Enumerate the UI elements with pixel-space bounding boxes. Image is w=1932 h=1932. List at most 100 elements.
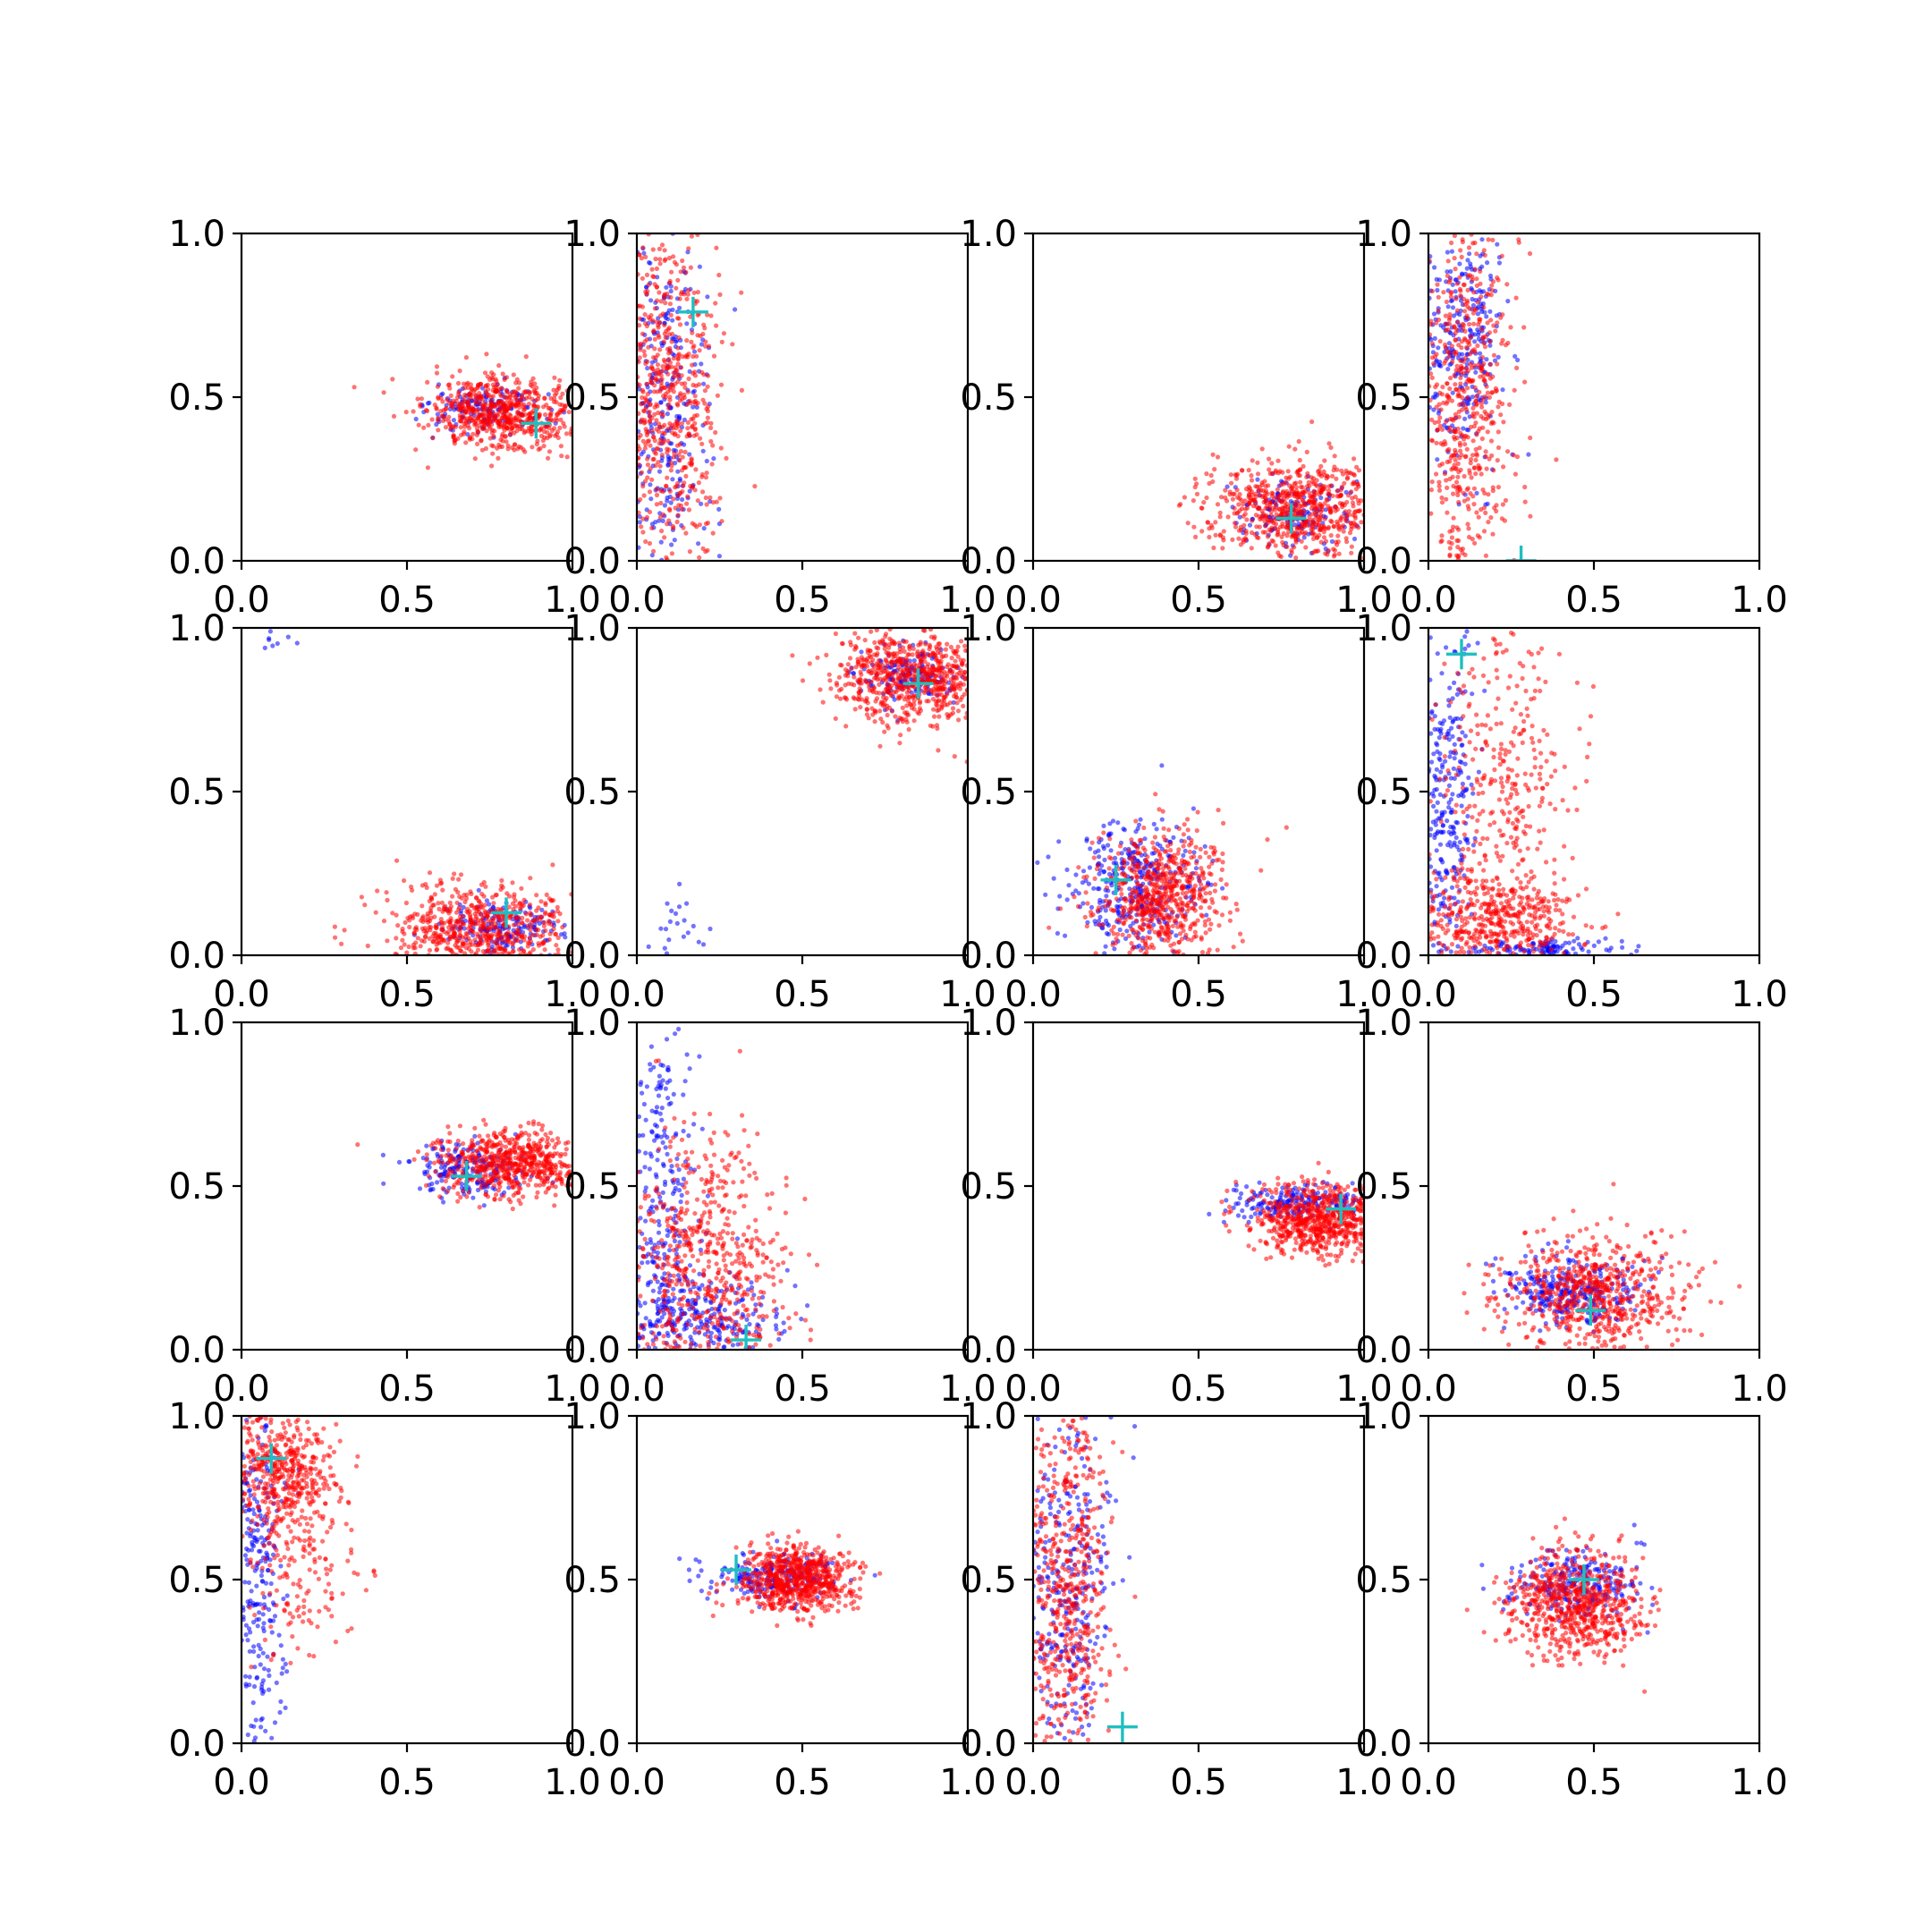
red-point <box>928 723 933 728</box>
blue-point <box>1318 495 1324 501</box>
red-point <box>547 411 553 418</box>
red-point <box>1233 524 1239 530</box>
red-point <box>486 919 491 924</box>
red-point <box>465 400 471 405</box>
red-point <box>1341 529 1346 534</box>
red-point <box>680 454 685 460</box>
red-point <box>954 700 960 706</box>
red-point <box>643 442 648 447</box>
y-tick-label: 1.0 <box>168 608 225 649</box>
red-point <box>1343 468 1349 474</box>
red-point <box>900 719 906 724</box>
red-point <box>1335 467 1340 472</box>
red-point <box>849 665 854 672</box>
blue-point <box>1113 855 1118 861</box>
red-point <box>672 432 677 437</box>
red-point <box>1331 523 1336 529</box>
red-point <box>1488 515 1494 521</box>
red-point <box>875 673 880 678</box>
red-point <box>1481 529 1487 534</box>
red-point <box>476 918 481 923</box>
red-point <box>1451 515 1456 521</box>
blue-point <box>1473 369 1479 375</box>
blue-point <box>1480 301 1486 307</box>
red-point <box>637 316 642 321</box>
red-point <box>898 649 903 655</box>
x-tick-label: 1.0 <box>939 974 996 1015</box>
red-point <box>1326 526 1331 531</box>
red-point <box>394 936 399 941</box>
red-point <box>483 445 489 452</box>
blue-point <box>684 901 690 906</box>
red-point <box>866 669 871 674</box>
red-point <box>1462 404 1468 410</box>
red-point <box>404 950 410 955</box>
red-point <box>877 743 883 749</box>
x-tick-label: 0.5 <box>378 974 436 1015</box>
red-point <box>644 432 649 437</box>
red-point <box>897 684 902 690</box>
red-point <box>857 691 862 696</box>
red-point <box>431 930 436 936</box>
blue-point <box>1436 363 1442 369</box>
red-point <box>458 925 463 930</box>
red-point <box>657 347 663 352</box>
red-point <box>1322 516 1327 521</box>
red-point <box>1304 474 1309 479</box>
blue-point <box>1494 313 1499 318</box>
red-point <box>475 416 481 421</box>
centroid-marker <box>1275 503 1307 534</box>
red-point <box>510 942 515 947</box>
red-point <box>1277 524 1283 530</box>
red-point <box>675 402 681 408</box>
red-point <box>552 375 557 380</box>
red-point <box>928 634 934 640</box>
red-point <box>381 919 387 924</box>
red-point <box>1221 529 1226 534</box>
blue-point <box>664 951 670 955</box>
red-point <box>501 934 506 939</box>
red-point <box>1325 552 1330 557</box>
red-point <box>1316 548 1321 554</box>
red-point <box>1453 368 1459 373</box>
red-point <box>710 443 716 448</box>
red-point <box>661 339 666 344</box>
red-point <box>419 918 424 923</box>
red-point <box>660 311 665 317</box>
red-point <box>496 363 502 369</box>
red-point <box>1486 237 1491 242</box>
red-point <box>655 389 660 394</box>
red-point <box>1208 522 1214 528</box>
red-point <box>411 915 416 920</box>
red-point <box>843 682 848 688</box>
red-point <box>1468 424 1473 430</box>
red-point <box>1465 386 1470 391</box>
red-point <box>739 290 744 295</box>
red-point <box>1279 534 1284 539</box>
red-point <box>705 419 710 426</box>
red-point <box>1319 507 1325 513</box>
red-point <box>936 691 942 697</box>
blue-point <box>669 542 674 547</box>
red-point <box>646 344 651 350</box>
red-point <box>891 639 896 645</box>
red-point <box>1466 534 1472 540</box>
red-point <box>1285 469 1291 474</box>
red-point <box>934 647 940 652</box>
red-point <box>494 387 499 393</box>
red-point <box>857 686 862 691</box>
red-point <box>657 463 663 469</box>
red-point <box>1269 461 1275 466</box>
red-point <box>496 929 501 935</box>
red-point <box>491 411 496 416</box>
red-point <box>943 647 948 652</box>
blue-point <box>679 425 685 430</box>
red-point <box>936 673 942 678</box>
red-point <box>1437 338 1443 344</box>
red-point <box>752 484 758 489</box>
y-tick-label: 0.5 <box>168 377 225 419</box>
red-point <box>518 397 523 402</box>
red-point <box>1460 432 1465 438</box>
blue-point <box>716 554 723 559</box>
red-point <box>876 665 881 671</box>
